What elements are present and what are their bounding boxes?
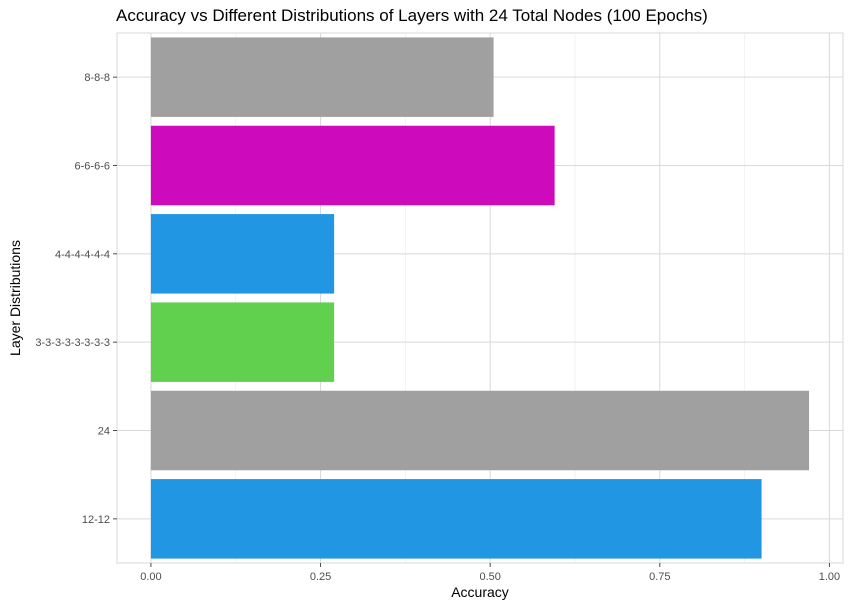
y-tick-label: 12-12	[82, 514, 110, 526]
y-tick-label: 6-6-6-6	[75, 161, 110, 173]
y-tick-label: 4-4-4-4-4-4	[55, 249, 110, 261]
y-axis-title: Layer Distributions	[7, 240, 23, 356]
bar-12-12	[150, 479, 762, 559]
bar-4-4-4-4-4-4	[150, 214, 335, 294]
bar-24	[150, 390, 810, 471]
x-axis-title: Accuracy	[451, 584, 509, 600]
x-tick-label: 0.75	[649, 571, 670, 583]
y-tick-label: 24	[98, 426, 110, 438]
x-tick-label: 0.50	[479, 571, 500, 583]
bar-6-6-6-6	[150, 125, 555, 206]
x-tick-label: 1.00	[819, 571, 840, 583]
x-tick-label: 0.00	[140, 571, 161, 583]
y-tick-label: 3-3-3-3-3-3-3-3	[35, 337, 110, 349]
bars	[150, 37, 810, 559]
y-axis-ticks: 12-12 24 3-3-3-3-3-3-3-3 4-4-4-4-4-4 6-6-6-6…	[35, 72, 117, 526]
x-axis-ticks: 0.00 0.25 0.50 0.75 1.00	[140, 563, 840, 583]
bar-3-3-3-3-3-3-3-3	[150, 302, 335, 382]
x-tick-label: 0.25	[310, 571, 331, 583]
chart-title: Accuracy vs Different Distributions of L…	[116, 6, 708, 25]
panel-border	[116, 32, 844, 564]
y-tick-label: 8-8-8	[84, 72, 110, 84]
bar-8-8-8	[150, 37, 494, 117]
